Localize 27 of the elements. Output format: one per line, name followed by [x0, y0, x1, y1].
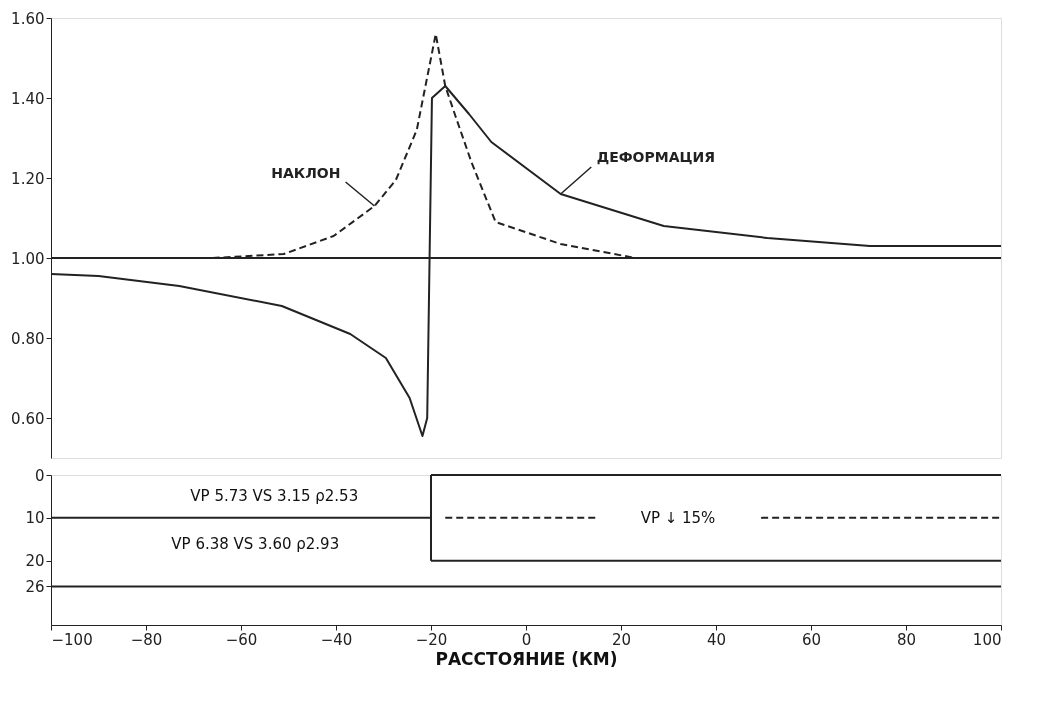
y-tick-label: 10: [25, 509, 45, 528]
x-axis-title: РАССТОЯНИЕ (КМ): [435, 648, 618, 669]
annotation: VP 5.73 VS 3.15 ρ2.53: [190, 487, 359, 506]
text: ДЕФОРМАЦИЯ: [596, 149, 716, 165]
x-tick-label: −60: [225, 630, 258, 649]
y-tick-label: 1.60: [11, 9, 45, 28]
x-tick-label: 100: [972, 630, 1002, 649]
y-tick-label: 1.00: [11, 249, 45, 268]
x-tick-label: 0: [521, 630, 532, 649]
y-tick-label: 0: [34, 466, 45, 485]
y-tick-label: 1.40: [11, 89, 45, 108]
y-tick-label: 1.20: [11, 169, 45, 188]
x-tick-label: 80: [896, 630, 917, 649]
x-tick-label: 60: [801, 630, 822, 649]
x-tick-label: 20: [611, 630, 632, 649]
x-tick-label: −80: [130, 630, 163, 649]
annotation: VP ↓ 15%: [640, 508, 716, 527]
text: НАКЛОН: [271, 165, 341, 181]
y-tick-label: 0.60: [11, 409, 45, 428]
x-tick-label: −20: [415, 630, 448, 649]
annotation: VP 6.38 VS 3.60 ρ2.93: [171, 534, 340, 553]
y-tick-label: 0.80: [11, 329, 45, 348]
x-tick-label: −100: [51, 630, 93, 649]
x-tick-label: −40: [320, 630, 353, 649]
y-tick-label: 26: [25, 577, 45, 596]
y-tick-label: 20: [25, 552, 45, 571]
x-tick-label: 40: [706, 630, 727, 649]
